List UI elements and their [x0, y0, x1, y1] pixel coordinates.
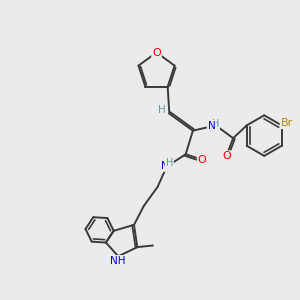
- Text: N: N: [208, 121, 215, 131]
- Text: H: H: [158, 105, 166, 116]
- Text: O: O: [223, 151, 232, 161]
- Text: H: H: [212, 119, 219, 130]
- Text: Br: Br: [280, 118, 293, 128]
- Text: NH: NH: [110, 256, 125, 266]
- Text: N: N: [161, 161, 169, 171]
- Text: H: H: [166, 158, 173, 168]
- Text: O: O: [198, 155, 206, 165]
- Text: O: O: [152, 47, 161, 58]
